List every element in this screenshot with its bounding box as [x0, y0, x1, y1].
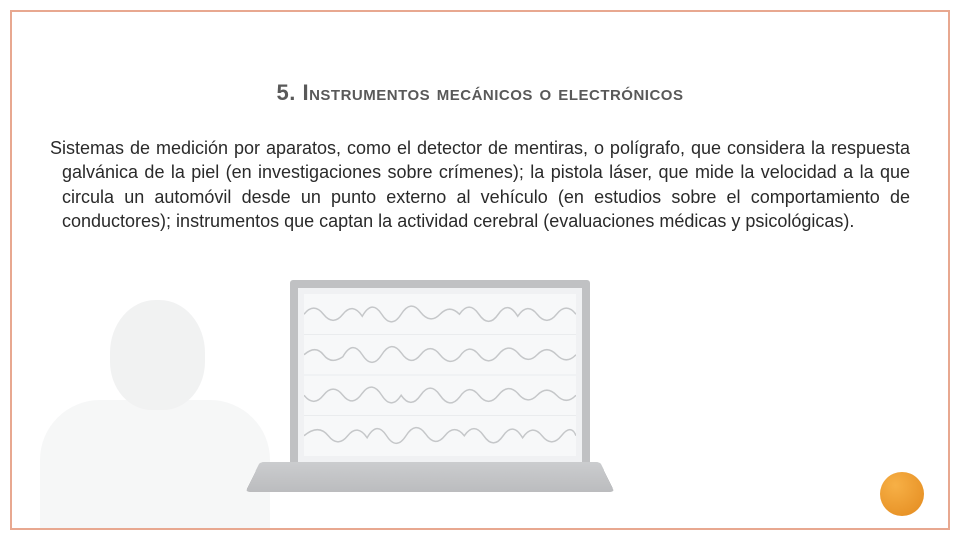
accent-circle-icon: [880, 472, 924, 516]
slide-title: 5. Instrumentos mecánicos o electrónicos: [30, 80, 930, 106]
slide-content: 5. Instrumentos mecánicos o electrónicos…: [30, 30, 930, 233]
slide-body-text: Sistemas de medición por aparatos, como …: [42, 136, 930, 233]
